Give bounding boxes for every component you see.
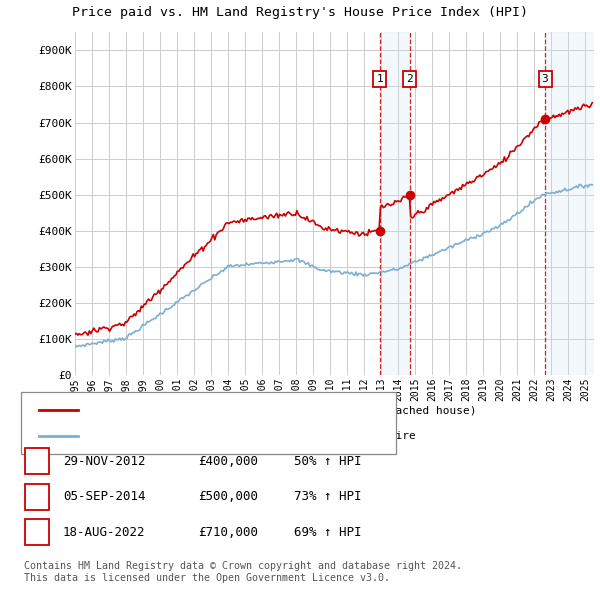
Bar (380, 32, 410, 375)
Text: 5, LARKRISE, KNAPP LANE, LEDBURY, HR8 1AN (detached house): 5, LARKRISE, KNAPP LANE, LEDBURY, HR8 1A… (85, 405, 476, 415)
Bar (545, 32, 594, 375)
Text: 1: 1 (33, 455, 41, 468)
Text: 2: 2 (33, 490, 41, 503)
Text: 3: 3 (542, 74, 548, 84)
Text: 29-NOV-2012: 29-NOV-2012 (63, 455, 146, 468)
Text: 73% ↑ HPI: 73% ↑ HPI (294, 490, 361, 503)
Text: Price paid vs. HM Land Registry's House Price Index (HPI): Price paid vs. HM Land Registry's House … (72, 6, 528, 19)
Text: £710,000: £710,000 (198, 526, 258, 539)
Text: 18-AUG-2022: 18-AUG-2022 (63, 526, 146, 539)
Text: £400,000: £400,000 (198, 455, 258, 468)
Text: 05-SEP-2014: 05-SEP-2014 (63, 490, 146, 503)
Text: 69% ↑ HPI: 69% ↑ HPI (294, 526, 361, 539)
Text: 50% ↑ HPI: 50% ↑ HPI (294, 455, 361, 468)
Text: HPI: Average price, detached house, Herefordshire: HPI: Average price, detached house, Here… (85, 431, 416, 441)
Text: £500,000: £500,000 (198, 490, 258, 503)
Text: 3: 3 (33, 526, 41, 539)
Text: Contains HM Land Registry data © Crown copyright and database right 2024.
This d: Contains HM Land Registry data © Crown c… (24, 561, 462, 583)
Text: 2: 2 (406, 74, 413, 84)
Text: 1: 1 (377, 74, 383, 84)
